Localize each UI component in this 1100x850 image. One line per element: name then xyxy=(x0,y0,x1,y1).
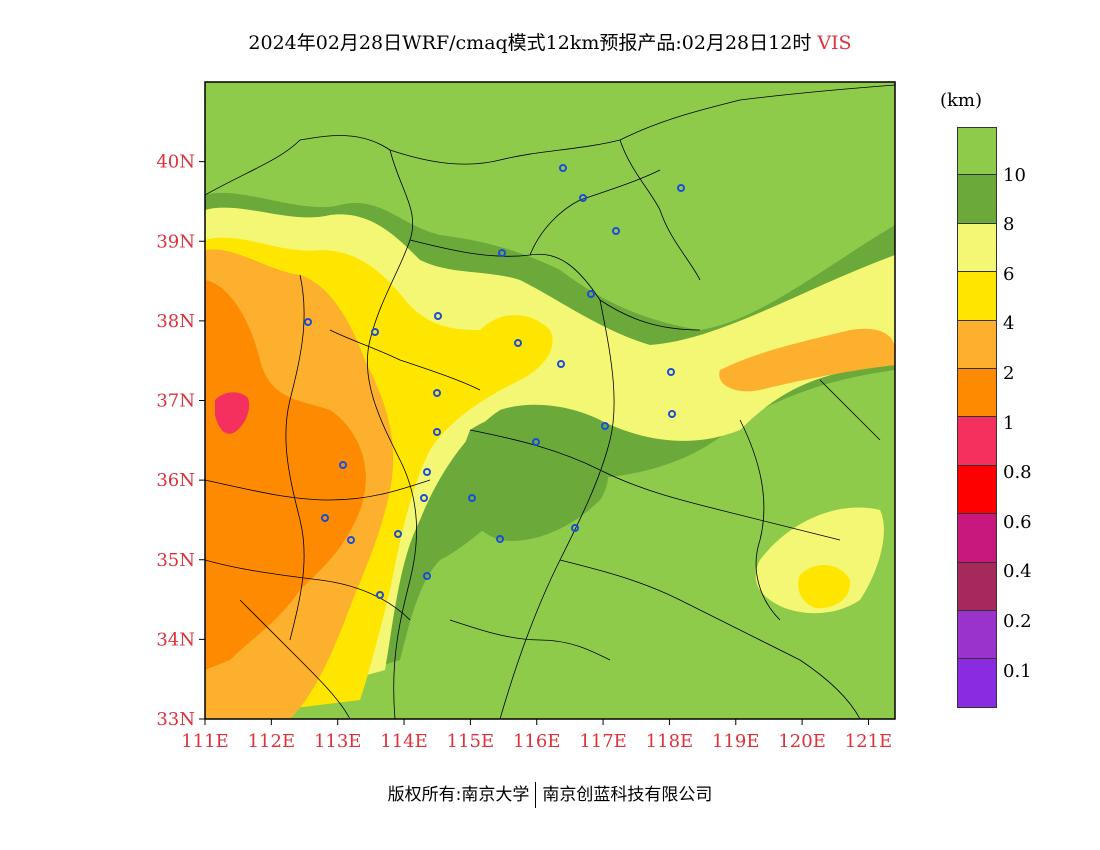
vis-band-6-8-coast xyxy=(755,507,884,614)
legend-label: 0.4 xyxy=(1003,561,1032,583)
legend-swatch xyxy=(957,659,997,708)
legend-swatch xyxy=(957,175,997,224)
lon-label: 115E xyxy=(447,731,495,752)
legend-swatch xyxy=(957,320,997,369)
latitude-axis: 40N 39N 38N 37N 36N 35N 34N 33N xyxy=(156,152,205,730)
legend-unit: (km) xyxy=(940,90,983,111)
lat-label: 34N xyxy=(156,629,195,650)
footer-company: 南京创蓝科技有限公司 xyxy=(542,785,713,805)
vis-band-4-6-coast xyxy=(798,564,851,609)
footer-separator xyxy=(535,782,537,808)
lat-label: 38N xyxy=(156,311,195,332)
lon-label: 116E xyxy=(513,731,561,752)
vis-band-1-2 xyxy=(205,280,366,670)
visibility-field xyxy=(205,82,895,719)
legend-label: 1 xyxy=(1003,412,1015,434)
lon-label: 114E xyxy=(380,731,428,752)
lon-label: 112E xyxy=(248,731,296,752)
legend-label: 0.1 xyxy=(1003,660,1032,682)
legend-label: 4 xyxy=(1003,313,1015,335)
legend-label: 8 xyxy=(1003,214,1015,236)
lat-label: 33N xyxy=(156,709,195,730)
footer: 版权所有:南京大学 南京创蓝科技有限公司 xyxy=(0,780,1100,808)
legend-swatch xyxy=(957,223,997,273)
longitude-axis: 111E 112E 113E 114E 115E 116E 117E 118E 119E 120E… xyxy=(181,719,892,752)
lon-label: 121E xyxy=(845,731,893,752)
title-main: 2024年02月28日WRF/cmaq模式12km预报产品:02月28日12时 xyxy=(248,32,812,54)
legend-swatch xyxy=(957,465,997,515)
chart-title: 2024年02月28日WRF/cmaq模式12km预报产品:02月28日12时 V… xyxy=(0,28,1100,55)
vis-band-8-10-south xyxy=(454,411,609,541)
legend-label: 6 xyxy=(1003,263,1015,285)
legend-swatch xyxy=(957,127,997,176)
lon-label: 118E xyxy=(646,731,694,752)
lon-label: 111E xyxy=(181,731,229,752)
city-markers xyxy=(304,164,685,599)
vis-band-0.8-1 xyxy=(215,392,250,434)
legend-swatch xyxy=(957,562,997,611)
legend-swatch xyxy=(957,514,997,563)
legend-label: 10 xyxy=(1003,164,1026,186)
lat-label: 37N xyxy=(156,391,195,412)
vis-band-2-4-east xyxy=(719,328,895,392)
legend-label: 0.6 xyxy=(1003,511,1032,533)
legend-label: 2 xyxy=(1003,363,1015,384)
legend-colorbar xyxy=(957,127,997,708)
legend-swatch xyxy=(957,272,997,321)
lon-label: 120E xyxy=(778,731,826,752)
legend-swatch xyxy=(957,610,997,660)
lat-label: 35N xyxy=(156,550,195,571)
legend-label: 0.8 xyxy=(1003,462,1032,484)
legend-swatch xyxy=(957,417,997,466)
lon-label: 113E xyxy=(314,731,362,752)
footer-copyright: 版权所有:南京大学 xyxy=(387,785,530,805)
lon-label: 117E xyxy=(579,731,627,752)
title-variable: VIS xyxy=(817,32,852,54)
legend-label: 0.2 xyxy=(1003,611,1032,632)
legend-swatch xyxy=(957,368,997,418)
lat-label: 39N xyxy=(156,231,195,252)
lon-label: 119E xyxy=(712,731,760,752)
lat-label: 36N xyxy=(156,470,195,491)
lat-label: 40N xyxy=(156,152,195,173)
